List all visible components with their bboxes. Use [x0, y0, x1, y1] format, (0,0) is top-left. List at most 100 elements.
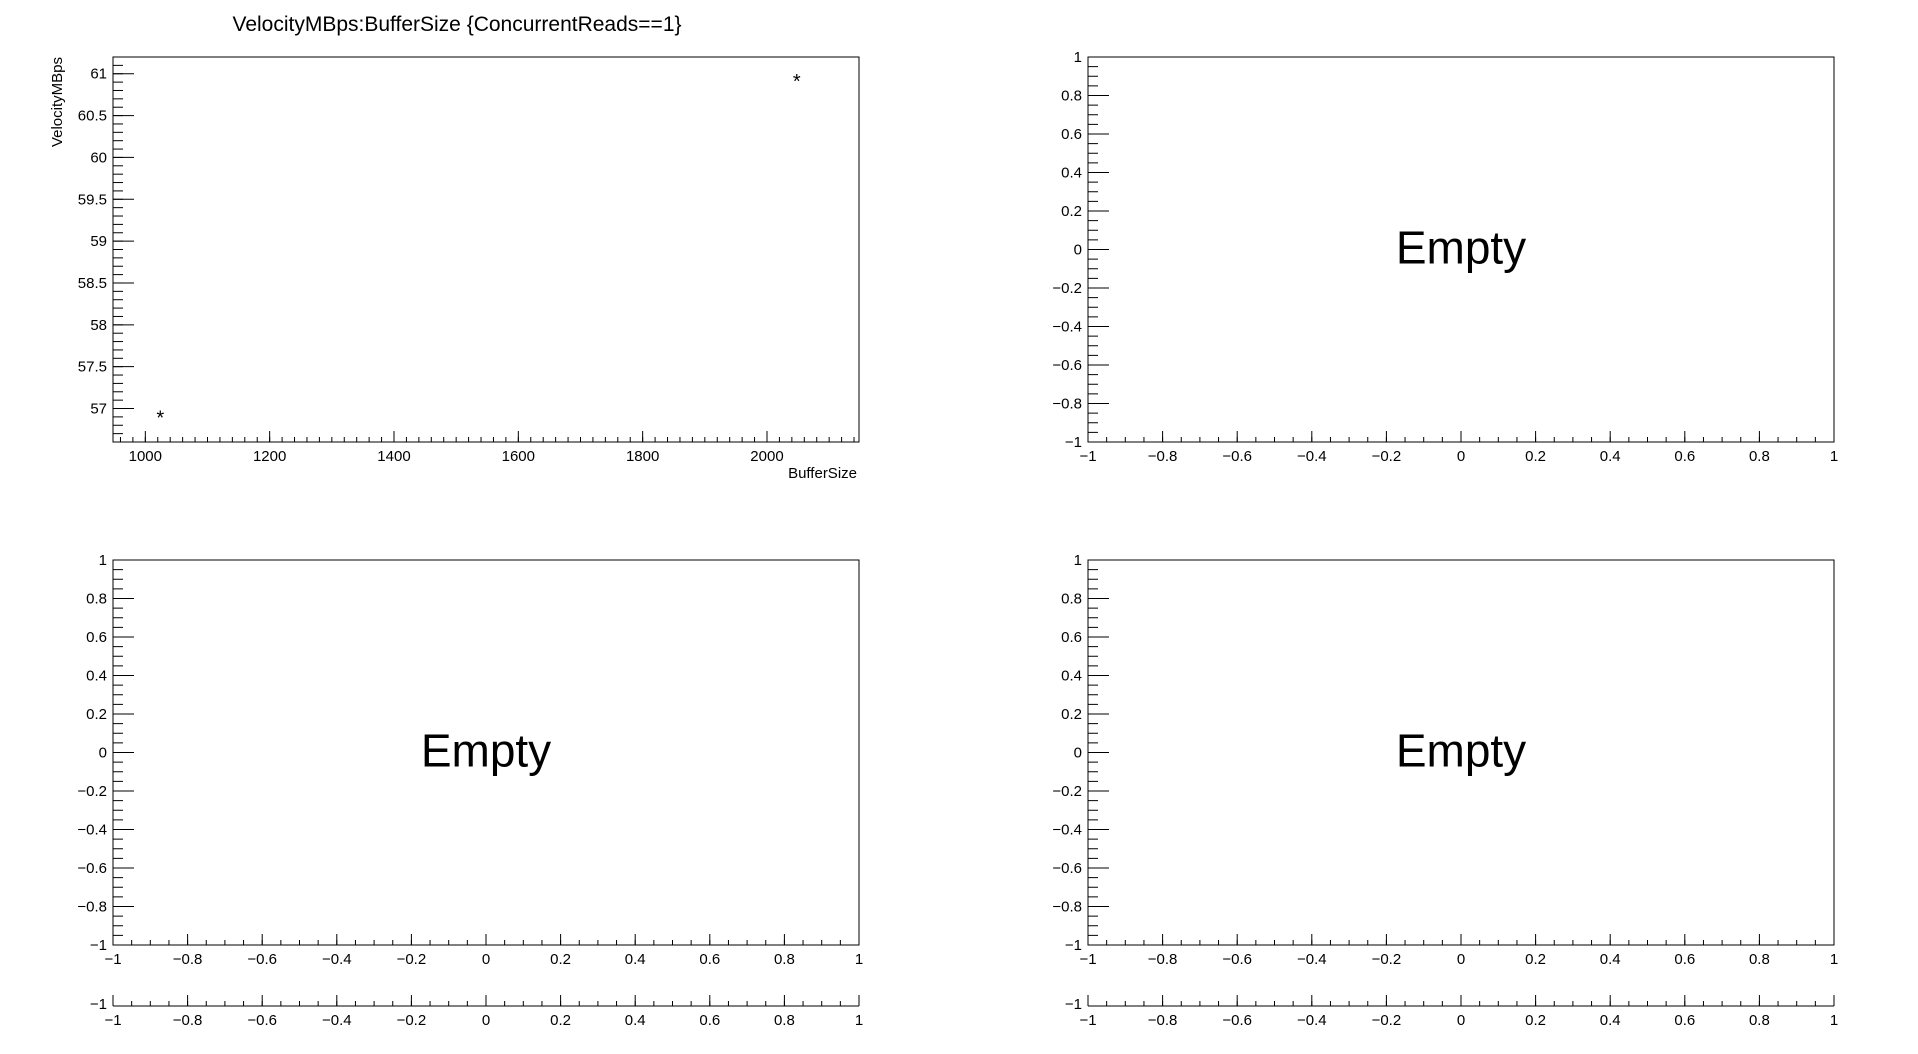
x-tick-label: 0.8	[1749, 448, 1770, 465]
x-tick-label: −1	[1079, 1012, 1096, 1029]
x-tick-label: −0.6	[247, 951, 277, 968]
x-tick-label: 1	[855, 951, 863, 968]
y-tick-label: 60	[90, 149, 107, 166]
y-tick-label: −0.4	[1052, 319, 1082, 336]
y-tick-label: 1	[1074, 552, 1082, 569]
x-tick-label: 0.2	[1525, 448, 1546, 465]
y-tick-label: −1	[1065, 434, 1082, 451]
plot-frame	[112, 56, 860, 443]
extra-axis-2: −1 −0.8 −0.6 −0.4 −0.2 0 0.2 0.4 0.6 0.8 1 −1	[1065, 995, 1838, 1029]
empty-label: Empty	[421, 725, 551, 777]
x-tick-label: 0	[1457, 1012, 1465, 1029]
chart-panel-3: −1 −0.8 −0.6 −0.4 −0.2 0 0.2 0.4 0.6 0.8 1 −1 −0.8 −0…	[77, 552, 863, 968]
y-tick-label: 0.6	[1061, 629, 1082, 646]
y-tick-label: −0.8	[1052, 396, 1082, 413]
x-tick-label: −0.6	[247, 1012, 277, 1029]
x-tick-label: 1400	[377, 448, 410, 465]
x-tick-label: −0.8	[1148, 448, 1178, 465]
data-point: *	[156, 407, 164, 429]
x-tick-label: −1	[1079, 951, 1096, 968]
x-tick-label: 0.4	[1600, 951, 1621, 968]
x-tick-label: 0.4	[625, 1012, 646, 1029]
x-tick-label: 0	[1457, 951, 1465, 968]
x-tick-label: −1	[104, 951, 121, 968]
y-tick-label: 60.5	[78, 108, 107, 125]
x-tick-label: −0.2	[397, 1012, 427, 1029]
x-tick-label: 0.8	[774, 951, 795, 968]
x-tick-label: −0.8	[173, 951, 203, 968]
y-tick-label: −0.6	[1052, 860, 1082, 877]
y-tick-label: −0.2	[1052, 280, 1082, 297]
y-tick-label: 59.5	[78, 191, 107, 208]
x-tick-label: 0	[1457, 448, 1465, 465]
y-tick-label: −0.8	[1052, 899, 1082, 916]
y-tick-label: −1	[90, 996, 107, 1013]
x-tick-label: 1	[1830, 1012, 1838, 1029]
x-tick-label: 0.4	[1600, 448, 1621, 465]
y-tick-label: 57.5	[78, 359, 107, 376]
y-tick-label: 0.8	[1061, 88, 1082, 105]
x-tick-label: 0.6	[699, 951, 720, 968]
chart-panel-1: 1000 1200 1400 1600 1800 2000 57 57.5 58 58.5 59 59…	[49, 13, 860, 482]
x-tick-label: 0.6	[1674, 1012, 1695, 1029]
x-tick-label: 0.6	[699, 1012, 720, 1029]
x-tick-label: 0	[482, 951, 490, 968]
y-tick-label: −0.6	[1052, 357, 1082, 374]
x-tick-label: 1	[1830, 448, 1838, 465]
y-tick-label: 0.2	[1061, 706, 1082, 723]
x-tick-label: 1	[1830, 951, 1838, 968]
y-tick-label: −1	[90, 937, 107, 954]
x-tick-label: 2000	[750, 448, 783, 465]
x-tick-label: −0.8	[1148, 1012, 1178, 1029]
x-tick-label: −0.4	[1297, 1012, 1327, 1029]
x-tick-label: 1000	[129, 448, 162, 465]
x-tick-label: −0.2	[1372, 951, 1402, 968]
empty-label: Empty	[1396, 725, 1526, 777]
x-tick-label: −0.4	[322, 1012, 352, 1029]
x-tick-label: −0.4	[1297, 448, 1327, 465]
x-tick-label: 0.8	[774, 1012, 795, 1029]
y-tick-label: 0	[1074, 745, 1082, 762]
x-tick-label: −0.2	[1372, 1012, 1402, 1029]
x-tick-label: 0.2	[550, 1012, 571, 1029]
y-axis-label: VelocityMBps	[49, 57, 66, 147]
y-tick-label: −0.2	[1052, 783, 1082, 800]
x-tick-label: 0	[482, 1012, 490, 1029]
y-tick-label: −0.4	[77, 822, 107, 839]
y-tick-label: 61	[90, 66, 107, 83]
x-tick-label: −0.2	[1372, 448, 1402, 465]
data-point: *	[793, 71, 801, 93]
y-tick-label: 0.8	[1061, 591, 1082, 608]
x-tick-label: 0.4	[1600, 1012, 1621, 1029]
x-tick-label: 0.2	[1525, 951, 1546, 968]
x-tick-label: 0.8	[1749, 951, 1770, 968]
y-tick-label: 58.5	[78, 275, 107, 292]
x-tick-label: 0.8	[1749, 1012, 1770, 1029]
x-axis-label: BufferSize	[788, 465, 857, 482]
chart-panel-4: −1 −0.8 −0.6 −0.4 −0.2 0 0.2 0.4 0.6 0.8 1 −1 −0.8 −0…	[1052, 552, 1838, 968]
y-tick-label: 0.6	[86, 629, 107, 646]
y-tick-label: 0.6	[1061, 126, 1082, 143]
x-tick-label: −0.6	[1222, 448, 1252, 465]
y-tick-label: 59	[90, 233, 107, 250]
x-tick-label: 1200	[253, 448, 286, 465]
y-tick-label: 0.2	[86, 706, 107, 723]
y-tick-label: −0.8	[77, 899, 107, 916]
y-tick-label: 58	[90, 317, 107, 334]
x-tick-label: −0.8	[1148, 951, 1178, 968]
x-tick-label: −0.2	[397, 951, 427, 968]
extra-axis-1: −1 −0.8 −0.6 −0.4 −0.2 0 0.2 0.4 0.6 0.8 1 −1	[90, 995, 863, 1029]
y-tick-label: 57	[90, 401, 107, 418]
y-tick-label: 1	[1074, 49, 1082, 66]
y-tick-label: 0.8	[86, 591, 107, 608]
x-tick-label: 0.4	[625, 951, 646, 968]
x-tick-label: −0.4	[1297, 951, 1327, 968]
x-tick-label: 1	[855, 1012, 863, 1029]
y-tick-label: −0.6	[77, 860, 107, 877]
x-tick-label: −1	[1079, 448, 1096, 465]
x-tick-label: −1	[104, 1012, 121, 1029]
x-tick-label: −0.6	[1222, 1012, 1252, 1029]
x-tick-label: 0.2	[550, 951, 571, 968]
y-tick-label: −1	[1065, 996, 1082, 1013]
